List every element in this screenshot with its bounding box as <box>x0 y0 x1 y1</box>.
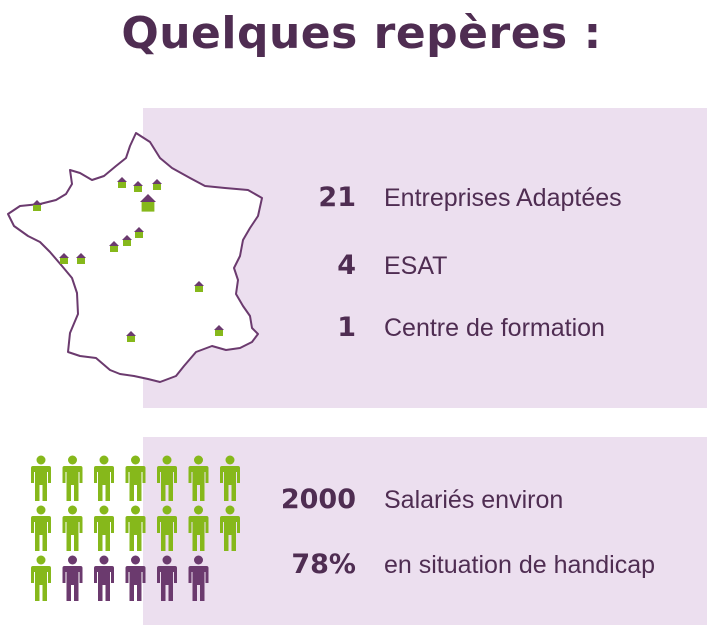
house-marker-icon <box>122 235 132 246</box>
person-icon <box>157 455 177 501</box>
stat-value: 4 <box>337 250 356 281</box>
person-icon <box>220 505 240 551</box>
person-icon <box>125 505 146 551</box>
person-icon <box>62 505 83 551</box>
stat-entreprises-adaptees: 21 Entreprises Adaptées <box>0 178 723 218</box>
person-icon <box>94 455 114 501</box>
page-title: Quelques repères : <box>121 8 602 59</box>
person-icon <box>220 455 240 501</box>
person-icon <box>31 505 51 551</box>
house-marker-icon <box>32 200 42 211</box>
house-marker-icon <box>134 227 144 238</box>
person-icon <box>31 555 51 601</box>
house-marker-icon <box>133 181 143 192</box>
house-marker-icon <box>126 331 136 342</box>
stat-handicap: 78% en situation de handicap <box>0 545 723 585</box>
stat-value: 1 <box>337 312 356 343</box>
france-map-icon <box>7 132 263 383</box>
stat-label: Centre de formation <box>384 314 605 342</box>
stat-value: 21 <box>318 182 356 213</box>
person-icon <box>94 505 114 551</box>
person-icon <box>31 455 51 501</box>
house-marker-icon <box>117 177 127 188</box>
person-icon <box>188 455 209 501</box>
stat-label: en situation de handicap <box>384 551 656 579</box>
france-outline <box>7 132 263 383</box>
stat-value: 78% <box>291 549 356 580</box>
person-icon <box>157 555 177 601</box>
person-icon <box>94 555 114 601</box>
stat-value: 2000 <box>280 484 356 515</box>
person-icon <box>125 455 146 501</box>
stat-esat: 4 ESAT <box>0 246 723 286</box>
person-icon <box>62 555 83 601</box>
house-marker-icon <box>194 281 204 292</box>
person-icon <box>188 505 209 551</box>
people-icons <box>31 455 240 601</box>
stat-label: Entreprises Adaptées <box>384 184 622 212</box>
person-icon <box>125 555 146 601</box>
house-marker-icon <box>214 325 224 336</box>
stat-label: ESAT <box>384 252 448 280</box>
stat-label: Salariés environ <box>384 486 564 514</box>
person-icon <box>62 455 83 501</box>
house-marker-icon <box>140 194 156 212</box>
house-marker-icon <box>109 241 119 252</box>
house-marker-icon <box>76 253 86 264</box>
stat-centre-formation: 1 Centre de formation <box>0 308 723 348</box>
person-icon <box>188 555 209 601</box>
person-icon <box>157 505 177 551</box>
house-marker-icon <box>152 179 162 190</box>
stat-salaries: 2000 Salariés environ <box>0 480 723 520</box>
house-marker-icon <box>59 253 69 264</box>
